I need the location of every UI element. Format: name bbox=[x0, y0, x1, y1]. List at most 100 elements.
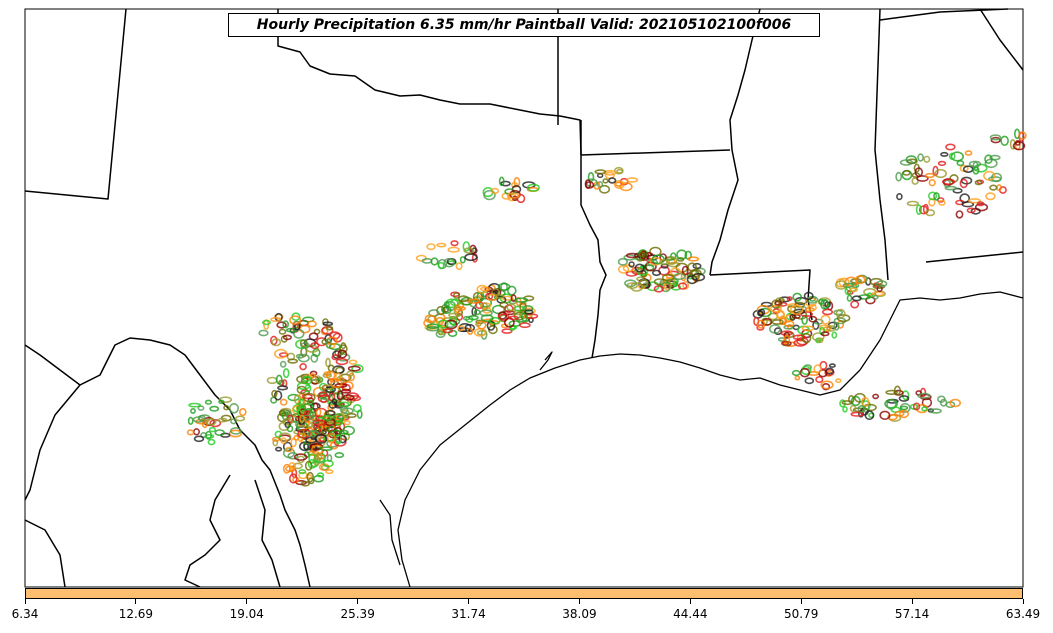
precip-contour bbox=[287, 358, 299, 364]
colorbar bbox=[25, 588, 1023, 599]
precip-contour bbox=[300, 480, 310, 487]
precip-contour bbox=[839, 399, 846, 408]
precip-contour bbox=[288, 462, 297, 470]
precip-contour bbox=[437, 261, 445, 270]
precip-contour bbox=[186, 429, 195, 436]
precip-contour bbox=[808, 315, 818, 323]
precip-contour bbox=[945, 143, 956, 151]
precip-contour bbox=[235, 415, 246, 422]
precip-contour bbox=[329, 331, 341, 340]
precip-contour bbox=[692, 262, 702, 270]
precip-contour bbox=[271, 338, 282, 347]
precip-contour bbox=[895, 171, 903, 182]
precip-contour bbox=[638, 251, 646, 258]
precip-contour bbox=[463, 247, 475, 254]
precip-contour bbox=[271, 389, 278, 398]
precip-contour bbox=[771, 319, 784, 325]
precip-contour bbox=[989, 184, 998, 191]
precip-contour bbox=[223, 405, 230, 411]
precip-contour bbox=[274, 348, 288, 359]
precip-contour bbox=[961, 201, 975, 208]
precip-contour bbox=[479, 286, 491, 292]
precip-contour bbox=[584, 179, 592, 189]
precip-contour bbox=[301, 414, 315, 421]
precip-contour bbox=[476, 320, 487, 330]
precip-contour bbox=[261, 319, 271, 326]
precip-contour bbox=[209, 405, 220, 412]
precip-contour bbox=[214, 429, 225, 436]
precip-contour bbox=[628, 261, 635, 268]
colorbar-tick-mark bbox=[24, 599, 26, 604]
precip-contour bbox=[872, 294, 879, 300]
precip-contour bbox=[681, 265, 689, 276]
colorbar-tick-mark bbox=[1022, 599, 1024, 604]
precip-contour bbox=[526, 183, 540, 192]
precip-contour bbox=[974, 179, 983, 186]
precip-contour bbox=[661, 273, 675, 282]
precip-contour bbox=[332, 413, 345, 423]
precip-contour bbox=[801, 325, 815, 332]
precip-contour bbox=[899, 159, 914, 166]
precip-contour bbox=[844, 276, 858, 287]
precip-contour bbox=[864, 410, 875, 421]
precip-contour bbox=[338, 434, 347, 444]
precip-contour bbox=[846, 294, 853, 302]
precip-contour bbox=[307, 477, 315, 485]
precip-contour bbox=[430, 257, 439, 266]
precip-contour bbox=[875, 280, 888, 288]
precip-contour bbox=[322, 321, 334, 327]
precip-contour bbox=[769, 304, 782, 313]
precip-contour bbox=[974, 203, 989, 212]
precip-contour bbox=[278, 432, 292, 442]
precip-contour bbox=[630, 281, 644, 292]
precip-contour bbox=[949, 398, 962, 408]
precip-contour bbox=[925, 209, 936, 217]
precip-contour bbox=[316, 472, 325, 478]
precip-contour bbox=[346, 370, 355, 377]
precip-contour bbox=[483, 189, 496, 201]
precip-contour bbox=[437, 319, 449, 329]
precip-contour bbox=[786, 296, 793, 302]
precip-contour bbox=[634, 263, 645, 273]
precip-contour bbox=[310, 342, 320, 350]
precip-contour bbox=[208, 426, 216, 433]
precip-contour bbox=[302, 375, 313, 385]
precip-contour bbox=[447, 246, 460, 253]
colorbar-tick-label: 31.74 bbox=[451, 607, 486, 621]
precip-contour bbox=[327, 429, 339, 439]
precip-contour bbox=[279, 360, 287, 368]
precip-contour bbox=[468, 298, 481, 304]
precip-contour bbox=[298, 469, 307, 475]
precip-contour bbox=[613, 180, 625, 190]
precip-contour bbox=[500, 180, 511, 187]
precip-contour bbox=[691, 273, 706, 282]
precip-contour bbox=[347, 365, 361, 372]
precip-contour bbox=[270, 316, 281, 322]
precip-contour bbox=[921, 406, 928, 412]
precip-contour bbox=[821, 308, 833, 316]
precip-contour bbox=[481, 302, 489, 312]
colorbar-tick-label: 12.69 bbox=[118, 607, 154, 621]
precip-contour bbox=[1000, 135, 1009, 147]
precip-contour bbox=[315, 453, 323, 462]
colorbar-tick-label: 44.44 bbox=[673, 607, 708, 621]
map-title: Hourly Precipitation 6.35 mm/hr Paintbal… bbox=[228, 13, 820, 37]
precip-contour bbox=[205, 417, 217, 426]
precip-contour bbox=[794, 375, 801, 381]
precip-contour bbox=[990, 136, 1001, 144]
precip-contour bbox=[230, 418, 237, 425]
precip-contour bbox=[190, 407, 196, 414]
precip-contour bbox=[307, 320, 317, 328]
precip-contour bbox=[607, 177, 617, 184]
precip-contour bbox=[520, 312, 528, 322]
precip-contour bbox=[928, 179, 936, 187]
precip-contour bbox=[512, 305, 525, 312]
precip-contour bbox=[506, 303, 517, 312]
precip-contour bbox=[217, 417, 228, 423]
precip-contour bbox=[778, 296, 791, 303]
precip-contour bbox=[659, 259, 669, 266]
precip-contour bbox=[309, 372, 316, 379]
precip-contour bbox=[497, 282, 511, 291]
colorbar-tick-mark bbox=[911, 599, 913, 604]
precip-contour bbox=[337, 349, 348, 359]
